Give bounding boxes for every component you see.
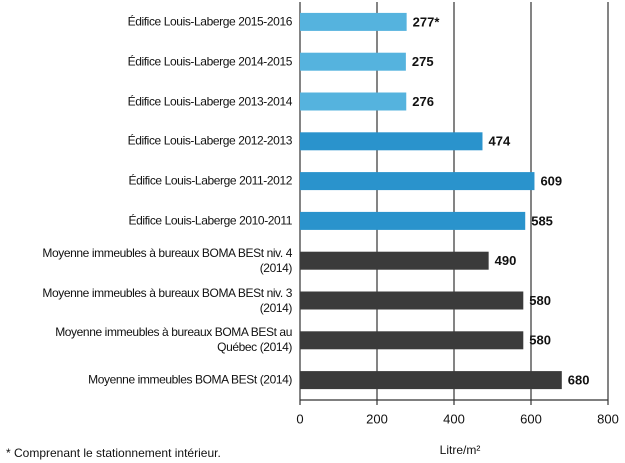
x-tick-label: 200 [366,411,388,426]
value-label: 276 [412,94,434,109]
value-label: 490 [495,253,517,268]
bar [300,52,406,71]
bar [300,291,524,310]
bar [300,251,489,270]
x-axis-label: Litre/m² [440,443,481,457]
bar [300,92,407,111]
value-label: 580 [529,293,551,308]
bar [300,331,524,350]
value-label: 580 [529,333,551,348]
value-label: 680 [568,373,590,388]
bar [300,211,526,230]
bar [300,371,562,390]
value-label: 277* [413,14,441,29]
value-label: 585 [531,213,553,228]
footnote: * Comprenant le stationnement intérieur. [6,446,221,460]
category-label: Moyenne immeubles à bureaux BOMA BESt ni… [42,245,292,275]
value-label: 275 [412,54,434,69]
value-label: 474 [488,134,510,149]
category-label: Édifice Louis-Laberge 2012-2013 [127,133,293,148]
bar [300,132,483,151]
category-label: Moyenne immeubles BOMA BESt (2014) [88,372,292,387]
x-tick-label: 0 [296,411,303,426]
x-tick-label: 400 [443,411,465,426]
category-label: Édifice Louis-Laberge 2014-2015 [127,54,293,69]
category-label: Moyenne immeubles à bureaux BOMA BESt au… [55,325,292,355]
bar [300,12,407,31]
category-label: Édifice Louis-Laberge 2010-2011 [128,213,292,228]
x-tick-label: 600 [520,411,542,426]
category-label: Édifice Louis-Laberge 2011-2012 [128,173,292,188]
x-tick-label: 800 [597,411,619,426]
category-label: Moyenne immeubles à bureaux BOMA BESt ni… [42,285,292,315]
value-label: 609 [540,174,562,189]
category-label: Édifice Louis-Laberge 2015-2016 [127,14,293,29]
bar [300,172,535,191]
category-label: Édifice Louis-Laberge 2013-2014 [127,94,293,108]
